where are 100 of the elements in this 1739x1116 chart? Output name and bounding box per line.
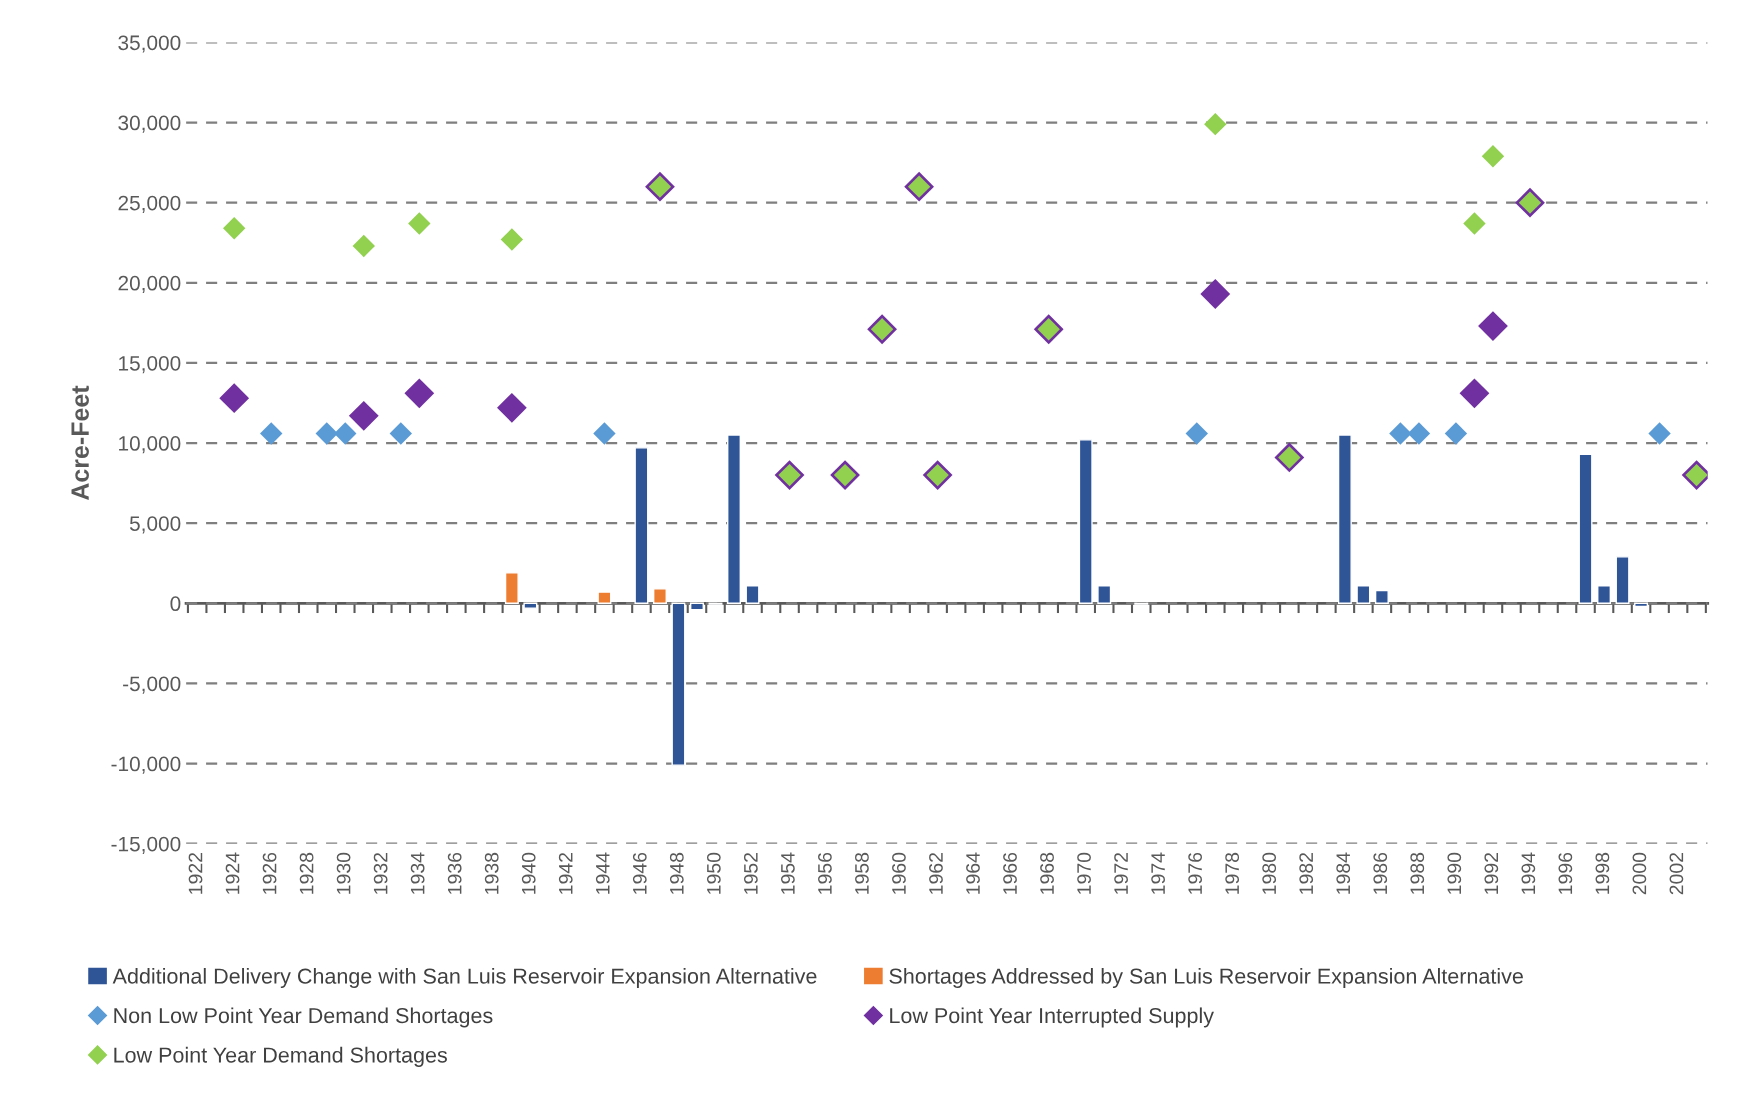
point xyxy=(404,378,435,409)
y-tick-label: 10,000 xyxy=(119,436,181,454)
x-tick-label: 1992 xyxy=(1484,853,1499,894)
x-tick-label: 1954 xyxy=(780,852,795,894)
x-tick-label: 2002 xyxy=(1669,853,1684,895)
y-tick-label: 25,000 xyxy=(118,195,181,213)
x-tick-label: 1964 xyxy=(966,852,980,894)
point xyxy=(389,422,412,445)
point xyxy=(496,392,527,423)
x-tick-label: 1980 xyxy=(1262,852,1277,894)
x-tick-label: 1922 xyxy=(188,853,203,894)
x-tick-label: 1976 xyxy=(1188,852,1203,894)
y-tick-label: -15,000 xyxy=(111,836,181,854)
point xyxy=(1478,311,1508,341)
bar xyxy=(523,602,538,609)
point xyxy=(1481,144,1505,168)
x-tick-label: 1952 xyxy=(743,853,758,894)
x-tick-label: 1956 xyxy=(818,852,832,894)
x-tick-label: 1972 xyxy=(1114,853,1128,894)
bar xyxy=(671,602,686,766)
bar xyxy=(634,447,649,605)
x-tick-label: 1932 xyxy=(373,853,388,894)
x-tick-label: 1978 xyxy=(1225,852,1240,894)
point xyxy=(1389,422,1412,445)
x-tick-label: 1988 xyxy=(1410,852,1425,894)
point xyxy=(408,212,431,235)
bar xyxy=(504,572,519,605)
x-tick-label: 1938 xyxy=(484,852,499,894)
x-tick-label: 1950 xyxy=(706,852,721,894)
bar xyxy=(1337,434,1352,605)
legend-label: Low Point Year Demand Shortages xyxy=(114,1046,447,1067)
bar xyxy=(1615,556,1630,605)
point xyxy=(348,400,379,431)
point xyxy=(352,234,375,258)
bar xyxy=(1078,439,1093,605)
x-tick-label: 1928 xyxy=(299,852,314,894)
legend-label: Shortages Addressed by San Luis Reservoir Expansion Alternative xyxy=(889,967,1523,989)
legend-label: Non Low Point Year Demand Shortages xyxy=(114,1007,493,1028)
point xyxy=(315,422,338,445)
point xyxy=(500,228,524,251)
point xyxy=(1648,422,1671,445)
bar xyxy=(1634,602,1649,608)
y-tick-label: 5,000 xyxy=(129,516,181,534)
legend-label: Low Point Year Interrupted Supply xyxy=(890,1007,1214,1028)
x-tick-label: 1948 xyxy=(669,852,684,894)
point xyxy=(260,422,283,445)
x-tick-label: 1996 xyxy=(1558,852,1573,894)
y-axis-title: Acre-Feet xyxy=(71,385,89,501)
point xyxy=(219,383,250,414)
x-tick-label: 1944 xyxy=(595,852,610,894)
point xyxy=(1185,422,1208,445)
bar xyxy=(1597,584,1612,605)
point xyxy=(1200,279,1231,309)
x-tick-label: 1934 xyxy=(410,852,425,894)
x-tick-label: 1990 xyxy=(1447,852,1462,894)
x-tick-label: 1986 xyxy=(1373,852,1388,894)
x-tick-label: 1958 xyxy=(855,852,869,894)
bar xyxy=(745,584,760,605)
point xyxy=(1444,422,1468,445)
bar xyxy=(1356,584,1371,605)
x-tick-label: 1940 xyxy=(521,852,536,894)
point xyxy=(1407,422,1431,445)
y-tick-label: -10,000 xyxy=(111,756,181,774)
bar xyxy=(727,434,741,605)
x-tick-label: 1998 xyxy=(1595,852,1610,894)
x-tick-label: 1968 xyxy=(1040,852,1054,894)
x-tick-label: 1994 xyxy=(1521,852,1536,894)
x-tick-label: 1974 xyxy=(1151,852,1165,894)
x-tick-label: 1984 xyxy=(1336,852,1351,894)
x-tick-label: 1982 xyxy=(1299,853,1314,894)
x-tick-label: 1960 xyxy=(892,852,906,894)
bar xyxy=(1097,584,1112,605)
x-tick-label: 1966 xyxy=(1003,852,1017,894)
x-tick-label: 1970 xyxy=(1077,852,1091,894)
y-tick-label: 15,000 xyxy=(119,355,181,374)
y-tick-label: -5,000 xyxy=(123,676,181,694)
x-tick-label: 1942 xyxy=(558,853,573,894)
point xyxy=(593,422,616,445)
x-tick-label: 1962 xyxy=(929,853,943,894)
bar xyxy=(597,591,612,605)
point xyxy=(334,422,357,445)
x-tick-label: 1930 xyxy=(336,852,351,894)
point xyxy=(223,217,246,240)
bar xyxy=(1374,589,1389,605)
y-tick-label: 20,000 xyxy=(118,275,181,294)
point xyxy=(1463,212,1486,235)
y-tick-label: 35,000 xyxy=(118,35,181,53)
x-tick-label: 1946 xyxy=(632,852,647,894)
legend-label: Additional Delivery Change with San Luis Reservoir Expansion Alternative xyxy=(112,967,817,989)
point xyxy=(1204,112,1227,136)
x-tick-label: 2000 xyxy=(1632,852,1647,895)
x-tick-label: 1926 xyxy=(262,852,277,894)
x-tick-label: 1924 xyxy=(225,852,240,894)
point xyxy=(1459,378,1490,409)
x-tick-label: 1936 xyxy=(447,852,462,894)
bar xyxy=(652,588,667,605)
bar xyxy=(1578,453,1593,605)
y-tick-label: 30,000 xyxy=(118,115,181,133)
y-tick-label: 0 xyxy=(170,596,181,612)
bar xyxy=(689,602,704,611)
